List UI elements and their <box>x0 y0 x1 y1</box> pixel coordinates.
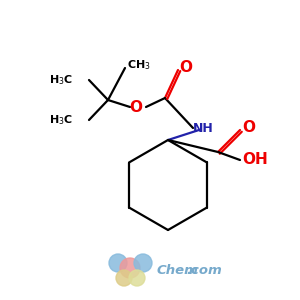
Text: OH: OH <box>242 152 268 166</box>
Text: NH: NH <box>193 122 214 134</box>
Text: O: O <box>179 59 192 74</box>
Text: H$_3$C: H$_3$C <box>49 73 73 87</box>
Text: .com: .com <box>186 263 222 277</box>
Circle shape <box>129 270 145 286</box>
Circle shape <box>109 254 127 272</box>
Text: O: O <box>130 100 142 115</box>
Text: Chem: Chem <box>157 263 199 277</box>
Text: H$_3$C: H$_3$C <box>49 113 73 127</box>
Circle shape <box>120 258 140 278</box>
Circle shape <box>116 270 132 286</box>
Text: CH$_3$: CH$_3$ <box>127 58 151 72</box>
Circle shape <box>134 254 152 272</box>
Text: O: O <box>242 119 255 134</box>
